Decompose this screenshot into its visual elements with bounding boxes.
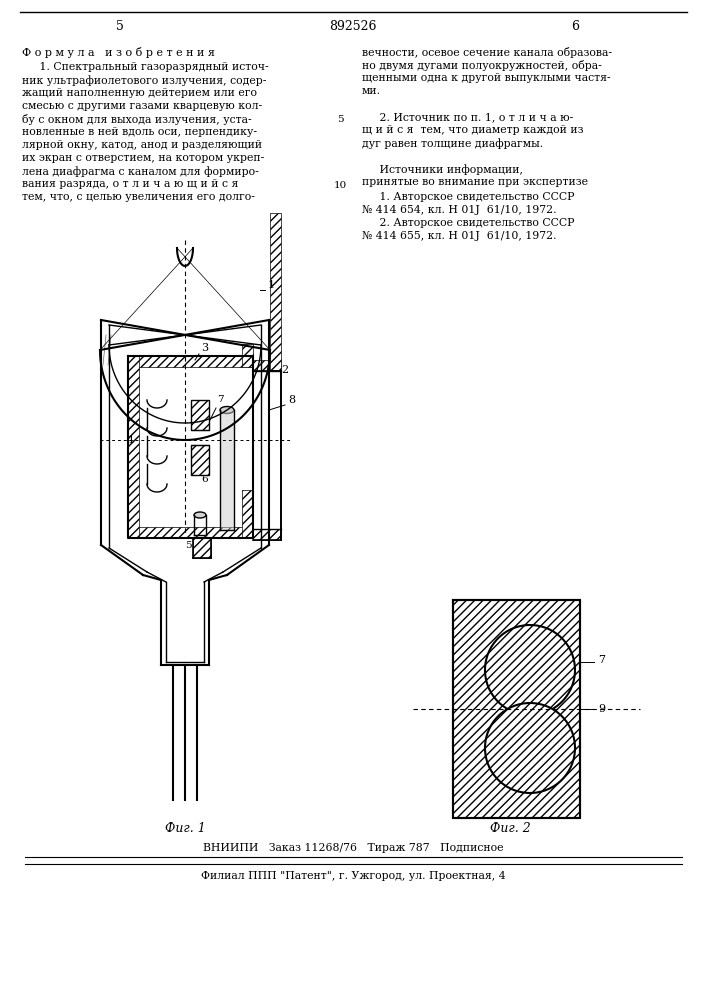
Text: тем, что, с целью увеличения его долго-: тем, что, с целью увеличения его долго- (22, 192, 255, 202)
Text: 3: 3 (201, 343, 209, 353)
Bar (242, 490, 253, 538)
Text: лярной окну, катод, анод и разделяющий: лярной окну, катод, анод и разделяющий (22, 140, 262, 150)
Text: 1. Авторское свидетельство СССР: 1. Авторское свидетельство СССР (362, 192, 575, 202)
Text: 6: 6 (571, 19, 579, 32)
Text: Фиг. 1: Фиг. 1 (165, 822, 205, 834)
Text: бу с окном для выхода излучения, уста-: бу с окном для выхода излучения, уста- (22, 114, 252, 125)
Text: 9: 9 (598, 704, 605, 714)
Ellipse shape (194, 512, 206, 518)
Text: смесью с другими газами кварцевую кол-: смесью с другими газами кварцевую кол- (22, 101, 262, 111)
Text: щ и й с я  тем, что диаметр каждой из: щ и й с я тем, что диаметр каждой из (362, 125, 583, 135)
Bar (191, 445, 209, 475)
Text: ми.: ми. (362, 86, 381, 96)
Text: новленные в ней вдоль оси, перпендику-: новленные в ней вдоль оси, перпендику- (22, 127, 257, 137)
Bar (453, 600, 580, 818)
Bar (193, 538, 211, 558)
Ellipse shape (220, 406, 234, 414)
Text: 2. Авторское свидетельство СССР: 2. Авторское свидетельство СССР (362, 218, 575, 228)
Text: 6: 6 (201, 476, 209, 485)
Bar (253, 360, 281, 371)
Text: ВНИИПИ   Заказ 11268/76   Тираж 787   Подписное: ВНИИПИ Заказ 11268/76 Тираж 787 Подписно… (203, 843, 503, 853)
Bar (128, 356, 253, 538)
Bar (242, 344, 253, 367)
Text: лена диафрагма с каналом для формиро-: лена диафрагма с каналом для формиро- (22, 166, 259, 177)
Text: вечности, осевое сечение канала образова-: вечности, осевое сечение канала образова… (362, 47, 612, 58)
Text: 892526: 892526 (329, 19, 377, 32)
Text: 2: 2 (281, 365, 288, 375)
Bar (128, 356, 139, 538)
Text: 1. Спектральный газоразрядный источ-: 1. Спектральный газоразрядный источ- (22, 62, 269, 72)
Text: 8: 8 (288, 395, 296, 405)
Text: 7: 7 (598, 655, 605, 665)
Text: 10: 10 (334, 180, 346, 190)
Text: но двумя дугами полуокружностей, обра-: но двумя дугами полуокружностей, обра- (362, 60, 602, 71)
Bar (453, 600, 580, 818)
Text: Ф о р м у л а   и з о б р е т е н и я: Ф о р м у л а и з о б р е т е н и я (22, 47, 215, 58)
Text: Филиал ППП "Патент", г. Ужгород, ул. Проектная, 4: Филиал ППП "Патент", г. Ужгород, ул. Про… (201, 871, 506, 881)
Text: 7: 7 (216, 395, 223, 404)
Text: 5: 5 (116, 19, 124, 32)
Bar (128, 527, 253, 538)
Text: 1: 1 (268, 280, 275, 290)
Bar (270, 213, 281, 371)
Text: № 414 655, кл. Н 01J  61/10, 1972.: № 414 655, кл. Н 01J 61/10, 1972. (362, 231, 556, 241)
Bar (253, 529, 281, 540)
Circle shape (485, 703, 575, 793)
Bar (128, 356, 253, 367)
Text: 5: 5 (337, 115, 344, 124)
Circle shape (485, 625, 575, 715)
Bar (191, 400, 209, 430)
Text: № 414 654, кл. Н 01J  61/10, 1972.: № 414 654, кл. Н 01J 61/10, 1972. (362, 205, 556, 215)
Text: жащий наполненную дейтерием или его: жащий наполненную дейтерием или его (22, 88, 257, 98)
Text: 2. Источник по п. 1, о т л и ч а ю-: 2. Источник по п. 1, о т л и ч а ю- (362, 112, 573, 122)
Text: 4: 4 (127, 435, 134, 445)
Text: ник ультрафиолетового излучения, содер-: ник ультрафиолетового излучения, содер- (22, 75, 267, 86)
Text: 5: 5 (185, 540, 192, 550)
Text: Фиг. 2: Фиг. 2 (490, 822, 530, 834)
Text: дуг равен толщине диафрагмы.: дуг равен толщине диафрагмы. (362, 138, 543, 149)
Text: принятые во внимание при экспертизе: принятые во внимание при экспертизе (362, 177, 588, 187)
Text: щенными одна к другой выпуклыми частя-: щенными одна к другой выпуклыми частя- (362, 73, 611, 83)
Text: вания разряда, о т л и ч а ю щ и й с я: вания разряда, о т л и ч а ю щ и й с я (22, 179, 238, 189)
Bar (220, 410, 234, 530)
Text: их экран с отверстием, на котором укреп-: их экран с отверстием, на котором укреп- (22, 153, 264, 163)
Text: Источники информации,: Источники информации, (362, 164, 523, 175)
